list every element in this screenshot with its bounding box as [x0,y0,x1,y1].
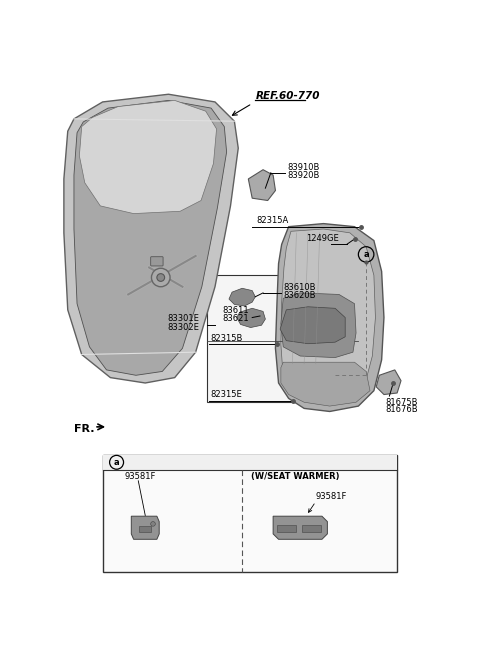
Text: a: a [363,250,369,259]
Polygon shape [276,223,384,411]
Text: 82315B: 82315B [210,334,243,343]
Text: 82315A: 82315A [256,216,288,225]
Polygon shape [64,94,238,383]
Text: 93581F: 93581F [316,492,347,501]
Polygon shape [281,229,375,402]
Bar [139,526,152,532]
Polygon shape [74,101,227,375]
Polygon shape [237,308,265,328]
Text: 82315E: 82315E [210,390,242,399]
Bar [103,455,397,470]
Polygon shape [281,362,370,406]
Text: 83620B: 83620B [283,291,316,300]
Text: 83611: 83611 [223,306,250,315]
Circle shape [152,268,170,286]
Text: 93581F: 93581F [124,472,156,481]
Text: (W/SEAT WARMER): (W/SEAT WARMER) [252,472,340,481]
Text: 83302E: 83302E [167,323,199,332]
Polygon shape [281,293,356,357]
FancyBboxPatch shape [151,257,163,266]
Text: 1249GE: 1249GE [306,235,339,243]
Polygon shape [79,101,216,214]
Polygon shape [273,516,327,539]
Text: 83610B: 83610B [283,283,316,292]
Text: 83920B: 83920B [287,171,320,180]
Text: 83621: 83621 [223,315,250,323]
Bar [277,526,296,532]
Polygon shape [132,516,159,539]
Bar [207,275,359,402]
Circle shape [151,522,156,526]
Text: a: a [114,458,120,467]
Bar [103,455,397,572]
Polygon shape [280,307,345,344]
Text: 81675B: 81675B [385,397,418,407]
Text: FR.: FR. [74,424,95,434]
Bar [302,526,321,532]
Polygon shape [376,370,401,395]
Polygon shape [248,170,276,200]
Text: 81676B: 81676B [385,405,418,415]
Polygon shape [229,288,255,306]
Circle shape [157,274,165,281]
Text: REF.60-770: REF.60-770 [255,91,320,101]
Text: 83301E: 83301E [167,315,199,323]
Text: 83910B: 83910B [287,163,320,171]
